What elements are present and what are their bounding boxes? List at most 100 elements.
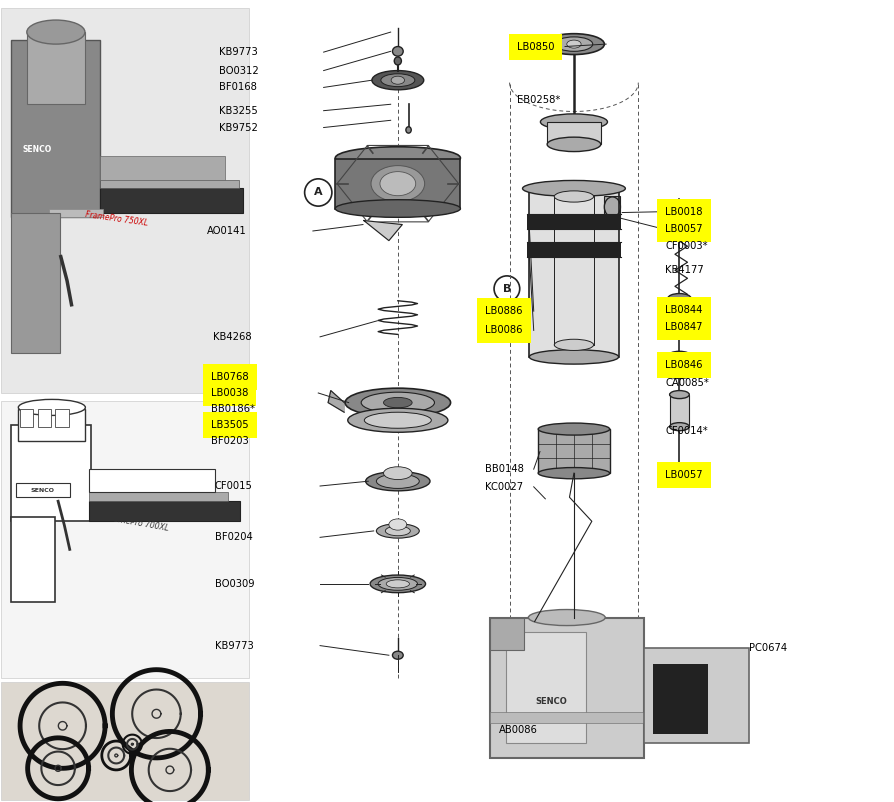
Polygon shape — [328, 391, 344, 412]
FancyBboxPatch shape — [89, 492, 228, 501]
FancyBboxPatch shape — [538, 429, 610, 473]
Ellipse shape — [392, 76, 404, 84]
FancyBboxPatch shape — [11, 40, 100, 217]
Text: KB4177: KB4177 — [665, 265, 704, 275]
FancyBboxPatch shape — [490, 618, 524, 650]
FancyBboxPatch shape — [653, 664, 708, 734]
Ellipse shape — [540, 114, 607, 130]
FancyBboxPatch shape — [89, 469, 215, 492]
Text: EB0258*: EB0258* — [517, 95, 561, 105]
Ellipse shape — [567, 40, 581, 48]
Ellipse shape — [381, 74, 415, 87]
Ellipse shape — [366, 472, 430, 491]
Ellipse shape — [361, 392, 434, 413]
Text: SENCO: SENCO — [22, 145, 52, 154]
Ellipse shape — [19, 399, 86, 415]
FancyBboxPatch shape — [335, 159, 460, 209]
Text: BF0203: BF0203 — [211, 436, 249, 446]
Text: KB9752: KB9752 — [219, 123, 257, 132]
Ellipse shape — [384, 467, 412, 480]
Text: LB0038: LB0038 — [211, 388, 249, 398]
Ellipse shape — [406, 127, 411, 133]
Ellipse shape — [666, 463, 693, 474]
Ellipse shape — [335, 200, 460, 217]
Text: A: A — [314, 188, 323, 197]
FancyBboxPatch shape — [55, 409, 69, 427]
Circle shape — [305, 179, 332, 206]
FancyBboxPatch shape — [490, 711, 644, 723]
Ellipse shape — [335, 147, 460, 169]
Ellipse shape — [670, 423, 689, 431]
Text: LB0018: LB0018 — [665, 207, 703, 217]
Text: KB9773: KB9773 — [219, 47, 257, 57]
Ellipse shape — [376, 474, 419, 488]
Text: KC0027: KC0027 — [485, 482, 524, 492]
Ellipse shape — [372, 71, 424, 90]
Text: CA0085*: CA0085* — [665, 378, 709, 387]
FancyBboxPatch shape — [1, 682, 249, 800]
Ellipse shape — [394, 57, 401, 65]
FancyBboxPatch shape — [16, 483, 70, 497]
Ellipse shape — [547, 137, 601, 152]
Ellipse shape — [555, 37, 593, 51]
Ellipse shape — [365, 412, 431, 428]
FancyBboxPatch shape — [547, 122, 601, 144]
Ellipse shape — [668, 294, 691, 303]
FancyBboxPatch shape — [670, 395, 689, 427]
Text: SENCO: SENCO — [536, 697, 568, 707]
Text: BO0309: BO0309 — [215, 579, 254, 589]
Ellipse shape — [376, 524, 419, 538]
Text: PC0674: PC0674 — [749, 643, 788, 653]
Text: AB0086: AB0086 — [499, 725, 537, 735]
FancyBboxPatch shape — [644, 648, 749, 743]
FancyBboxPatch shape — [20, 409, 33, 427]
FancyBboxPatch shape — [49, 209, 103, 217]
Ellipse shape — [669, 200, 690, 209]
Text: KB4268: KB4268 — [213, 332, 251, 342]
Ellipse shape — [670, 391, 689, 399]
Text: BO0312: BO0312 — [219, 66, 258, 75]
FancyBboxPatch shape — [11, 213, 60, 353]
FancyBboxPatch shape — [100, 188, 243, 213]
Text: BF0204: BF0204 — [215, 533, 252, 542]
FancyBboxPatch shape — [527, 214, 621, 229]
FancyBboxPatch shape — [18, 409, 85, 441]
Ellipse shape — [392, 47, 403, 56]
Ellipse shape — [371, 166, 425, 201]
Text: FramePro 700XL: FramePro 700XL — [105, 513, 169, 533]
Text: FramePro 750XL: FramePro 750XL — [85, 210, 148, 228]
Text: LB0844: LB0844 — [665, 305, 703, 314]
Text: BB0186*: BB0186* — [211, 404, 255, 414]
Ellipse shape — [664, 367, 695, 379]
Text: CF0003*: CF0003* — [665, 241, 708, 251]
FancyBboxPatch shape — [11, 517, 55, 602]
Text: LB0846: LB0846 — [665, 360, 703, 370]
Circle shape — [494, 276, 519, 302]
Text: LB0847: LB0847 — [665, 322, 703, 332]
FancyBboxPatch shape — [604, 196, 620, 217]
FancyBboxPatch shape — [38, 409, 51, 427]
Ellipse shape — [392, 651, 403, 659]
Ellipse shape — [370, 575, 426, 593]
Text: LB0057: LB0057 — [665, 470, 703, 480]
Ellipse shape — [386, 580, 409, 588]
Text: CF0015: CF0015 — [215, 481, 252, 491]
Ellipse shape — [348, 408, 448, 432]
Ellipse shape — [554, 339, 594, 350]
Ellipse shape — [385, 526, 410, 536]
Ellipse shape — [538, 423, 610, 435]
FancyBboxPatch shape — [527, 242, 621, 257]
Text: LB3505: LB3505 — [211, 420, 249, 430]
Ellipse shape — [378, 577, 417, 590]
FancyBboxPatch shape — [100, 180, 239, 188]
FancyBboxPatch shape — [1, 401, 249, 678]
Ellipse shape — [554, 191, 594, 202]
FancyBboxPatch shape — [89, 501, 240, 521]
Text: LB0057: LB0057 — [665, 224, 703, 233]
Text: LB0850: LB0850 — [517, 42, 554, 51]
FancyBboxPatch shape — [1, 8, 249, 393]
Text: SENCO: SENCO — [31, 488, 55, 492]
Ellipse shape — [522, 180, 625, 196]
FancyBboxPatch shape — [11, 425, 91, 521]
Polygon shape — [364, 221, 402, 241]
